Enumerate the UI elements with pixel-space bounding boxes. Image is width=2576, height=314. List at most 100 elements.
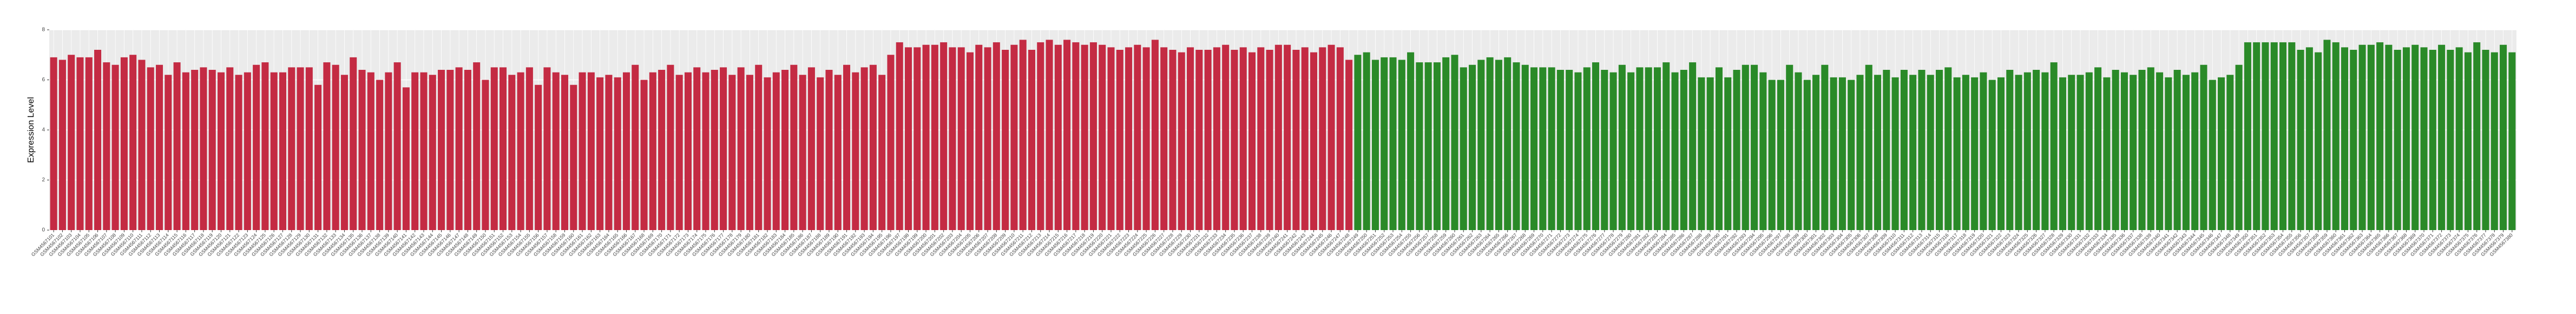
bar — [2350, 50, 2357, 230]
bar — [376, 80, 384, 230]
bar — [305, 67, 313, 230]
bar — [1927, 75, 1934, 230]
bar — [367, 72, 374, 230]
bar — [1874, 75, 1882, 230]
bar — [1116, 50, 1123, 230]
bar — [2305, 47, 2313, 230]
bar — [755, 64, 763, 230]
bar — [790, 64, 798, 230]
bar — [288, 67, 295, 230]
bar — [878, 75, 886, 230]
bar — [781, 70, 789, 230]
bar — [2103, 77, 2111, 230]
bar — [500, 67, 507, 230]
bar — [2006, 70, 2014, 230]
bar — [482, 80, 489, 230]
bar — [561, 75, 569, 230]
bar — [1768, 80, 1776, 230]
bar — [1609, 72, 1617, 230]
bar — [94, 50, 102, 230]
bar — [807, 67, 815, 230]
bar — [940, 42, 948, 230]
bar — [1786, 64, 1793, 230]
bar — [2394, 50, 2401, 230]
bar — [508, 75, 516, 230]
bar — [2262, 42, 2269, 230]
bar — [1936, 70, 1943, 230]
bar — [68, 55, 75, 230]
bar — [799, 75, 806, 230]
bar — [552, 72, 560, 230]
bar — [2315, 52, 2322, 230]
bar — [2218, 77, 2225, 230]
bar — [1231, 50, 1238, 230]
bar — [843, 64, 851, 230]
bar — [914, 47, 921, 230]
bar — [1301, 47, 1309, 230]
bar — [1671, 72, 1679, 230]
bar — [1072, 42, 1080, 230]
bar — [350, 57, 357, 230]
bar — [1883, 70, 1890, 230]
bar — [1918, 70, 1926, 230]
bar — [596, 77, 604, 230]
bar — [1046, 40, 1053, 230]
bar — [1089, 42, 1097, 230]
bar — [1336, 47, 1344, 230]
bar — [393, 62, 401, 230]
bar — [1803, 80, 1811, 230]
bar — [446, 70, 454, 230]
bar — [570, 84, 577, 230]
bar — [1284, 44, 1291, 230]
bar — [2358, 44, 2366, 230]
bar — [1653, 67, 1661, 230]
bar — [270, 72, 278, 230]
bar — [217, 72, 225, 230]
bar — [1539, 67, 1547, 230]
bar — [129, 55, 137, 230]
bar — [1988, 80, 1996, 230]
bar — [2464, 52, 2472, 230]
bar — [1328, 44, 1335, 230]
bar — [1019, 40, 1027, 230]
bar — [2288, 42, 2296, 230]
bar — [1248, 52, 1256, 230]
bar — [1213, 47, 1220, 230]
bar — [2473, 42, 2481, 230]
bar — [2244, 42, 2251, 230]
bar — [543, 67, 551, 230]
bar — [675, 75, 683, 230]
bar — [314, 84, 322, 230]
bar — [949, 47, 956, 230]
bar — [1724, 77, 1732, 230]
bar — [111, 64, 119, 230]
bar — [1645, 67, 1652, 230]
bar — [1222, 44, 1230, 230]
bar — [1381, 57, 1388, 230]
bar — [2235, 64, 2243, 230]
bar — [261, 62, 269, 230]
bar — [1662, 62, 1670, 230]
bar — [1583, 67, 1591, 230]
bar — [737, 67, 745, 230]
bar — [1142, 47, 1150, 230]
bar — [1838, 77, 1846, 230]
y-axis-label: Expression Level — [27, 97, 36, 163]
bar — [957, 47, 965, 230]
bar — [2138, 70, 2146, 230]
bar — [1063, 40, 1071, 230]
bar — [1574, 72, 1582, 230]
bar — [85, 57, 93, 230]
bar — [2200, 64, 2207, 230]
bar — [2130, 75, 2137, 230]
bar — [1759, 72, 1767, 230]
bar — [1706, 77, 1714, 230]
bar — [358, 70, 366, 230]
bar — [1618, 64, 1626, 230]
bar — [2253, 42, 2260, 230]
bar — [1195, 50, 1203, 230]
bar — [2182, 75, 2190, 230]
bar — [138, 60, 146, 230]
bar — [1266, 50, 1273, 230]
bar — [2420, 47, 2428, 230]
